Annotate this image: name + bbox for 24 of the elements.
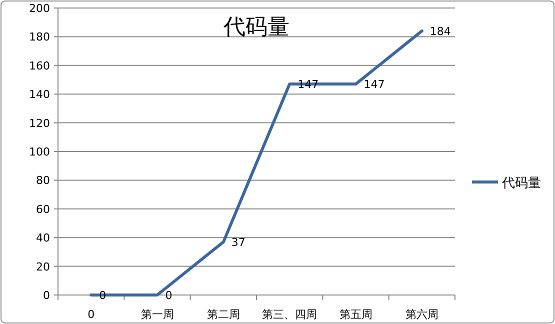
x-tick-label: 0 [88,308,95,321]
y-tick-label: 180 [29,30,50,44]
x-tick-label: 第五周 [339,308,372,321]
data-label: 37 [231,236,246,249]
x-tick-label: 第三、四周 [262,308,318,321]
y-tick-label: 200 [29,2,50,15]
y-tick-label: 100 [29,146,50,158]
legend-label: 代码量 [501,176,541,191]
chart-title: 代码量 [222,15,290,40]
y-tick-label: 60 [36,202,50,216]
y-tick-label: 160 [29,59,50,72]
y-tick-label: 40 [36,232,50,245]
y-tick-label: 80 [36,174,50,188]
y-tick-label: 140 [29,88,50,102]
y-tick-label: 120 [29,116,50,130]
data-label: 147 [298,78,319,92]
data-label: 184 [430,24,451,38]
y-tick-label: 20 [36,260,50,274]
data-label: 0 [165,289,172,302]
data-label: 147 [364,78,385,92]
y-tick-label: 0 [43,289,50,302]
x-tick-label: 第一周 [140,308,174,321]
x-tick-label: 第二周 [206,308,240,321]
x-tick-label: 第六周 [405,308,438,321]
